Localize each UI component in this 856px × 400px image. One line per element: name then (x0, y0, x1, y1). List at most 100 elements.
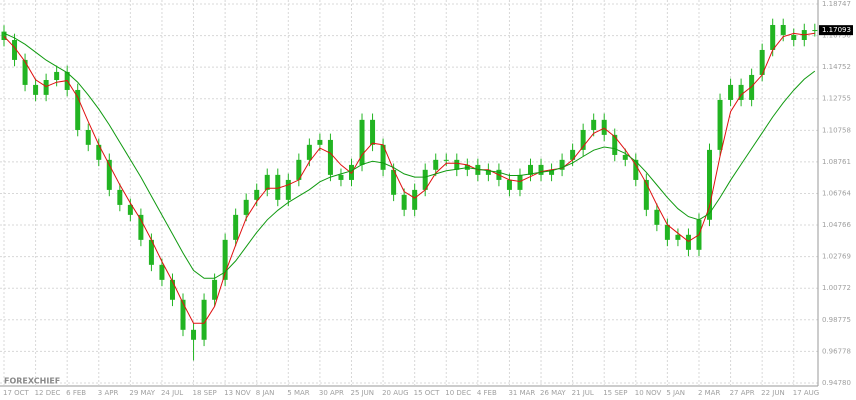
candle-body (401, 194, 407, 210)
candle-body (485, 169, 491, 175)
candle-body (412, 189, 418, 210)
candle-body (254, 189, 260, 200)
x-tick-label: 17 AUG (793, 389, 819, 397)
candle-body (728, 84, 734, 100)
x-tick-label: 8 JAN (256, 389, 275, 397)
candle-body (601, 119, 607, 135)
x-tick-label: 5 JAN (666, 389, 685, 397)
candle-body (538, 164, 544, 175)
candle-body (675, 234, 681, 240)
x-tick-label: 27 APR (730, 389, 755, 397)
x-tick-label: 4 FEB (477, 389, 497, 397)
candle-body (549, 169, 555, 175)
candle-body (338, 174, 344, 180)
candle-body (612, 134, 618, 155)
y-tick-label: 1.12755 (822, 95, 851, 103)
y-tick-label: 1.08761 (822, 158, 851, 166)
candle-body (591, 119, 597, 130)
candle-body (433, 159, 439, 170)
x-tick-label: 15 OCT (414, 389, 441, 397)
candle-body (222, 239, 228, 280)
x-tick-label: 21 JUL (572, 389, 594, 397)
candle-body (707, 149, 713, 220)
y-tick-label: 1.10758 (822, 126, 851, 134)
candle-body (391, 169, 397, 195)
candle-body (285, 179, 291, 200)
candle-body (370, 119, 376, 145)
x-tick-label: 25 JUN (350, 389, 374, 397)
candle-body (201, 299, 207, 340)
candle-body (296, 159, 302, 180)
candle-body (106, 159, 112, 190)
candle-body (717, 99, 723, 150)
plot (1, 18, 818, 361)
x-tick-label: 3 APR (98, 389, 119, 397)
candle-body (759, 49, 765, 75)
candle-body (643, 179, 649, 210)
y-tick-label: 0.98775 (822, 316, 851, 324)
candle-body (570, 149, 576, 160)
candle-body (780, 24, 786, 35)
x-tick-label: 17 OCT (3, 389, 30, 397)
candle-body (580, 129, 586, 150)
y-tick-label: 0.96778 (822, 347, 851, 355)
candle-body (359, 119, 365, 165)
candle-body (654, 209, 660, 225)
x-tick-label: 29 MAY (129, 389, 155, 397)
candle-body (22, 59, 28, 85)
candle-body (138, 214, 144, 240)
candle-body (770, 24, 776, 50)
candle-body (243, 199, 249, 215)
candle-body (528, 164, 533, 175)
candle-body (127, 204, 133, 215)
candle-body (306, 144, 312, 160)
last-price-label: 1.17093 (822, 26, 851, 34)
candle-body (749, 74, 755, 100)
candle-body (517, 174, 523, 190)
x-tick-label: 5 MAR (287, 389, 310, 397)
x-tick-label: 13 NOV (224, 389, 251, 397)
x-tick-label: 10 DEC (445, 389, 471, 397)
y-tick-label: 1.14752 (822, 63, 851, 71)
last-price-box (819, 25, 853, 36)
x-tick-label: 26 MAY (540, 389, 566, 397)
candle-body (633, 159, 639, 180)
candle-body (43, 80, 49, 95)
candle-body (33, 84, 39, 95)
candle-body (12, 40, 18, 60)
x-tick-label: 22 JUN (761, 389, 785, 397)
candle-body (791, 34, 797, 41)
x-tick-label: 10 NOV (635, 389, 662, 397)
moving-average-line (3, 32, 816, 279)
x-tick-label: 31 MAR (508, 389, 535, 397)
x-tick-label: 15 SEP (603, 389, 627, 397)
candle-body (159, 264, 165, 280)
grid (0, 0, 818, 385)
y-tick-label: 1.00772 (822, 284, 851, 292)
y-tick-label: 1.02769 (822, 253, 851, 261)
candle-body (96, 144, 102, 160)
candle-body (738, 84, 744, 100)
candle-body (664, 224, 670, 240)
candle-body (443, 159, 449, 161)
y-tick-label: 0.94780 (822, 379, 851, 387)
candle-body (506, 179, 512, 190)
candle-body (169, 279, 175, 300)
x-tick-label: 2 MAR (698, 389, 721, 397)
candle-body (75, 89, 81, 130)
candle-body (317, 139, 323, 145)
candle-body (454, 159, 460, 170)
labels: 1.18747 1.16750 1.14752 1.12755 1.10758 1.087… (3, 0, 853, 397)
candle-body (233, 214, 239, 240)
y-tick-label: 1.04766 (822, 221, 851, 229)
candle-body (264, 174, 270, 190)
x-tick-label: 30 APR (319, 389, 344, 397)
candle-body (1, 31, 7, 41)
candle-body (148, 239, 154, 265)
candle-body (54, 71, 60, 81)
moving-average-line (3, 32, 815, 324)
x-tick-label: 18 SEP (193, 389, 217, 397)
candle-body (191, 329, 197, 340)
y-tick-label: 1.06764 (822, 189, 851, 197)
